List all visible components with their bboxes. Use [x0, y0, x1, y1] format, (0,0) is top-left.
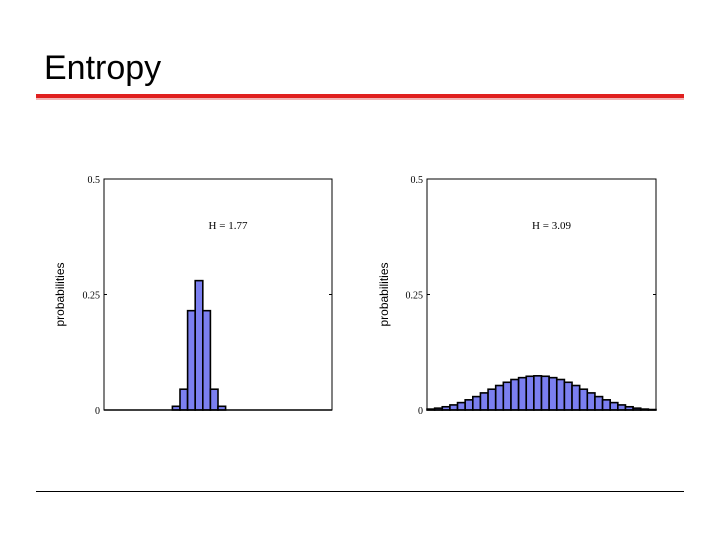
title-underline — [36, 94, 684, 98]
bar — [186, 309, 197, 411]
bar — [479, 392, 489, 411]
bar — [449, 404, 459, 411]
slide-title: Entropy — [44, 49, 162, 87]
y-axis-label: probabilities — [53, 262, 67, 326]
y-tick-label: 0 — [95, 406, 100, 417]
bar — [639, 408, 650, 411]
bar — [456, 401, 466, 411]
bar — [594, 395, 604, 411]
bar — [586, 392, 596, 411]
bar — [487, 388, 497, 411]
bar — [540, 375, 550, 411]
bar — [194, 279, 204, 411]
bar — [510, 378, 520, 411]
bar — [494, 384, 505, 411]
bar — [441, 405, 451, 411]
bar — [548, 376, 558, 411]
bar — [533, 375, 543, 411]
bar — [571, 384, 581, 411]
entropy-annotation: H = 1.77 — [209, 220, 248, 232]
bar — [179, 388, 189, 411]
y-tick-label: 0.5 — [411, 175, 424, 186]
plot-frame — [426, 178, 657, 411]
bar — [426, 408, 436, 411]
bar — [624, 405, 634, 411]
bar — [517, 376, 528, 411]
y-tick-label: 0.25 — [406, 291, 424, 302]
bar — [202, 309, 212, 411]
title-underline-shadow — [36, 98, 684, 100]
bar — [171, 405, 181, 411]
bar — [632, 407, 642, 411]
bar — [555, 378, 566, 411]
bar — [578, 388, 589, 411]
bar — [217, 405, 227, 411]
y-tick-label: 0.25 — [83, 291, 101, 302]
y-tick-label: 0 — [418, 406, 423, 417]
bar — [471, 395, 482, 411]
bar — [433, 407, 444, 411]
bar — [464, 399, 474, 411]
bar — [502, 381, 512, 411]
y-axis-label: probabilities — [377, 262, 391, 326]
bottom-rule — [36, 491, 684, 492]
entropy-annotation: H = 3.09 — [532, 220, 571, 232]
bar — [209, 388, 219, 411]
bar — [601, 399, 611, 411]
plot-frame — [103, 178, 333, 411]
bar — [525, 375, 535, 411]
y-tick-label: 0.5 — [88, 175, 101, 186]
bar — [609, 401, 619, 411]
bar — [617, 404, 627, 411]
bar — [563, 381, 573, 411]
